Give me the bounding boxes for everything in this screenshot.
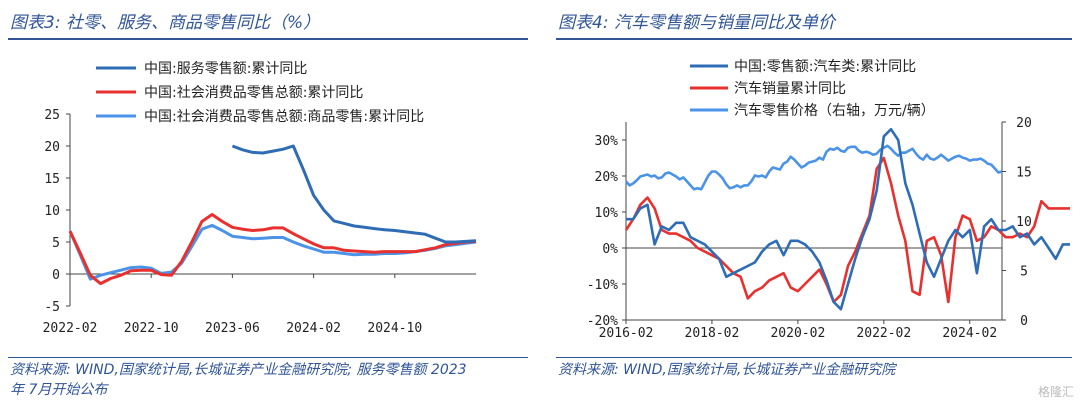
- right-axes: -20% -10% 0% 10% 20% 30% 0 5 10 15 20 2016-02 2018-0…: [587, 116, 1032, 341]
- left-y-tick-label: 20: [44, 140, 60, 155]
- right-y2-tick-label: 5: [1020, 265, 1028, 280]
- left-y-tick-label: -5: [44, 300, 60, 315]
- left-y-tick-label: 25: [44, 108, 60, 123]
- left-y-tick-label: 10: [44, 204, 60, 219]
- right-y2-tick-label: 15: [1016, 166, 1032, 181]
- left-y-tick-label: 0: [52, 268, 60, 283]
- right-chart-title: 图表4: 汽车零售额与销量同比及单价: [558, 13, 835, 33]
- left-line-service: [231, 144, 477, 244]
- right-y-tick-label: 10%: [595, 206, 619, 221]
- left-legend: 中国:服务零售额:累计同比 中国:社会消费品零售总额:累计同比 中国:社会消费品…: [96, 61, 424, 125]
- left-chart-title: 图表3: 社零、服务、商品零售同比（%）: [10, 13, 321, 33]
- right-y-tick-label: 0%: [602, 242, 618, 257]
- right-legend-label-price: 汽车零售价格（右轴，万元/辆）: [734, 102, 935, 119]
- right-y-tick-label: 30%: [595, 134, 619, 149]
- right-x-tick-label: 2022-02: [856, 326, 911, 341]
- right-y2-tick-label: 10: [1016, 215, 1032, 230]
- right-line-volume: [624, 156, 1070, 304]
- left-legend-label-goods: 中国:社会消费品零售总额:商品零售:累计同比: [144, 109, 424, 125]
- left-x-tick-label: 2022-10: [124, 321, 179, 336]
- right-source-rule: [556, 357, 1072, 358]
- right-source-line1: 资料来源: WIND,国家统计局,长城证券产业金融研究院: [558, 362, 896, 378]
- right-x-tick-label: 2020-02: [770, 326, 825, 341]
- left-x-tick-label: 2024-02: [286, 321, 341, 336]
- left-axes: -5 0 5 10 15 20 25 2022-02 2022-10 2023-06 2024-02…: [43, 108, 476, 336]
- watermark-logo: 格隆汇: [1037, 385, 1074, 399]
- right-y2-tick-label: 0: [1020, 314, 1028, 329]
- left-y-tick-label: 5: [52, 236, 60, 251]
- right-legend-label-volume: 汽车销量累计同比: [734, 80, 846, 97]
- left-title-rule: [8, 38, 528, 40]
- left-x-tick-label: 2023-06: [205, 321, 260, 336]
- right-legend-label-auto-sales: 中国:零售额:汽车类:累计同比: [734, 58, 916, 75]
- left-source-rule: [8, 357, 528, 358]
- right-x-tick-label: 2018-02: [685, 326, 740, 341]
- left-x-tick-label: 2024-10: [367, 321, 422, 336]
- right-series: [624, 127, 1070, 311]
- right-y2-tick-label: 20: [1016, 116, 1032, 131]
- left-x-tick-label: 2022-02: [43, 321, 98, 336]
- right-y-tick-label: 20%: [595, 170, 619, 185]
- right-chart: 中国:零售额:汽车类:累计同比 汽车销量累计同比 汽车零售价格（右轴，万元/辆）…: [587, 58, 1070, 341]
- left-legend-label-service: 中国:服务零售额:累计同比: [144, 61, 307, 77]
- right-line-auto-sales: [626, 127, 1070, 311]
- left-source-line1: 资料来源: WIND,国家统计局,长城证券产业金融研究院; 服务零售额 2023: [10, 362, 467, 378]
- right-legend: 中国:零售额:汽车类:累计同比 汽车销量累计同比 汽车零售价格（右轴，万元/辆）: [690, 58, 935, 119]
- left-chart: 中国:服务零售额:累计同比 中国:社会消费品零售总额:累计同比 中国:社会消费品…: [43, 61, 477, 336]
- left-series: [68, 144, 477, 286]
- left-line-retail: [68, 213, 477, 286]
- right-title-rule: [556, 38, 1072, 40]
- left-source-line2: 年 7月开始公布: [10, 382, 108, 398]
- left-y-tick-label: 15: [44, 172, 60, 187]
- right-line-price: [625, 144, 1003, 191]
- right-x-tick-label: 2024-02: [942, 326, 997, 341]
- right-x-tick-label: 2016-02: [599, 326, 654, 341]
- right-y-tick-label: -10%: [587, 278, 618, 293]
- right-y-tick-label: -20%: [587, 314, 618, 329]
- left-legend-label-retail: 中国:社会消费品零售总额:累计同比: [144, 85, 363, 101]
